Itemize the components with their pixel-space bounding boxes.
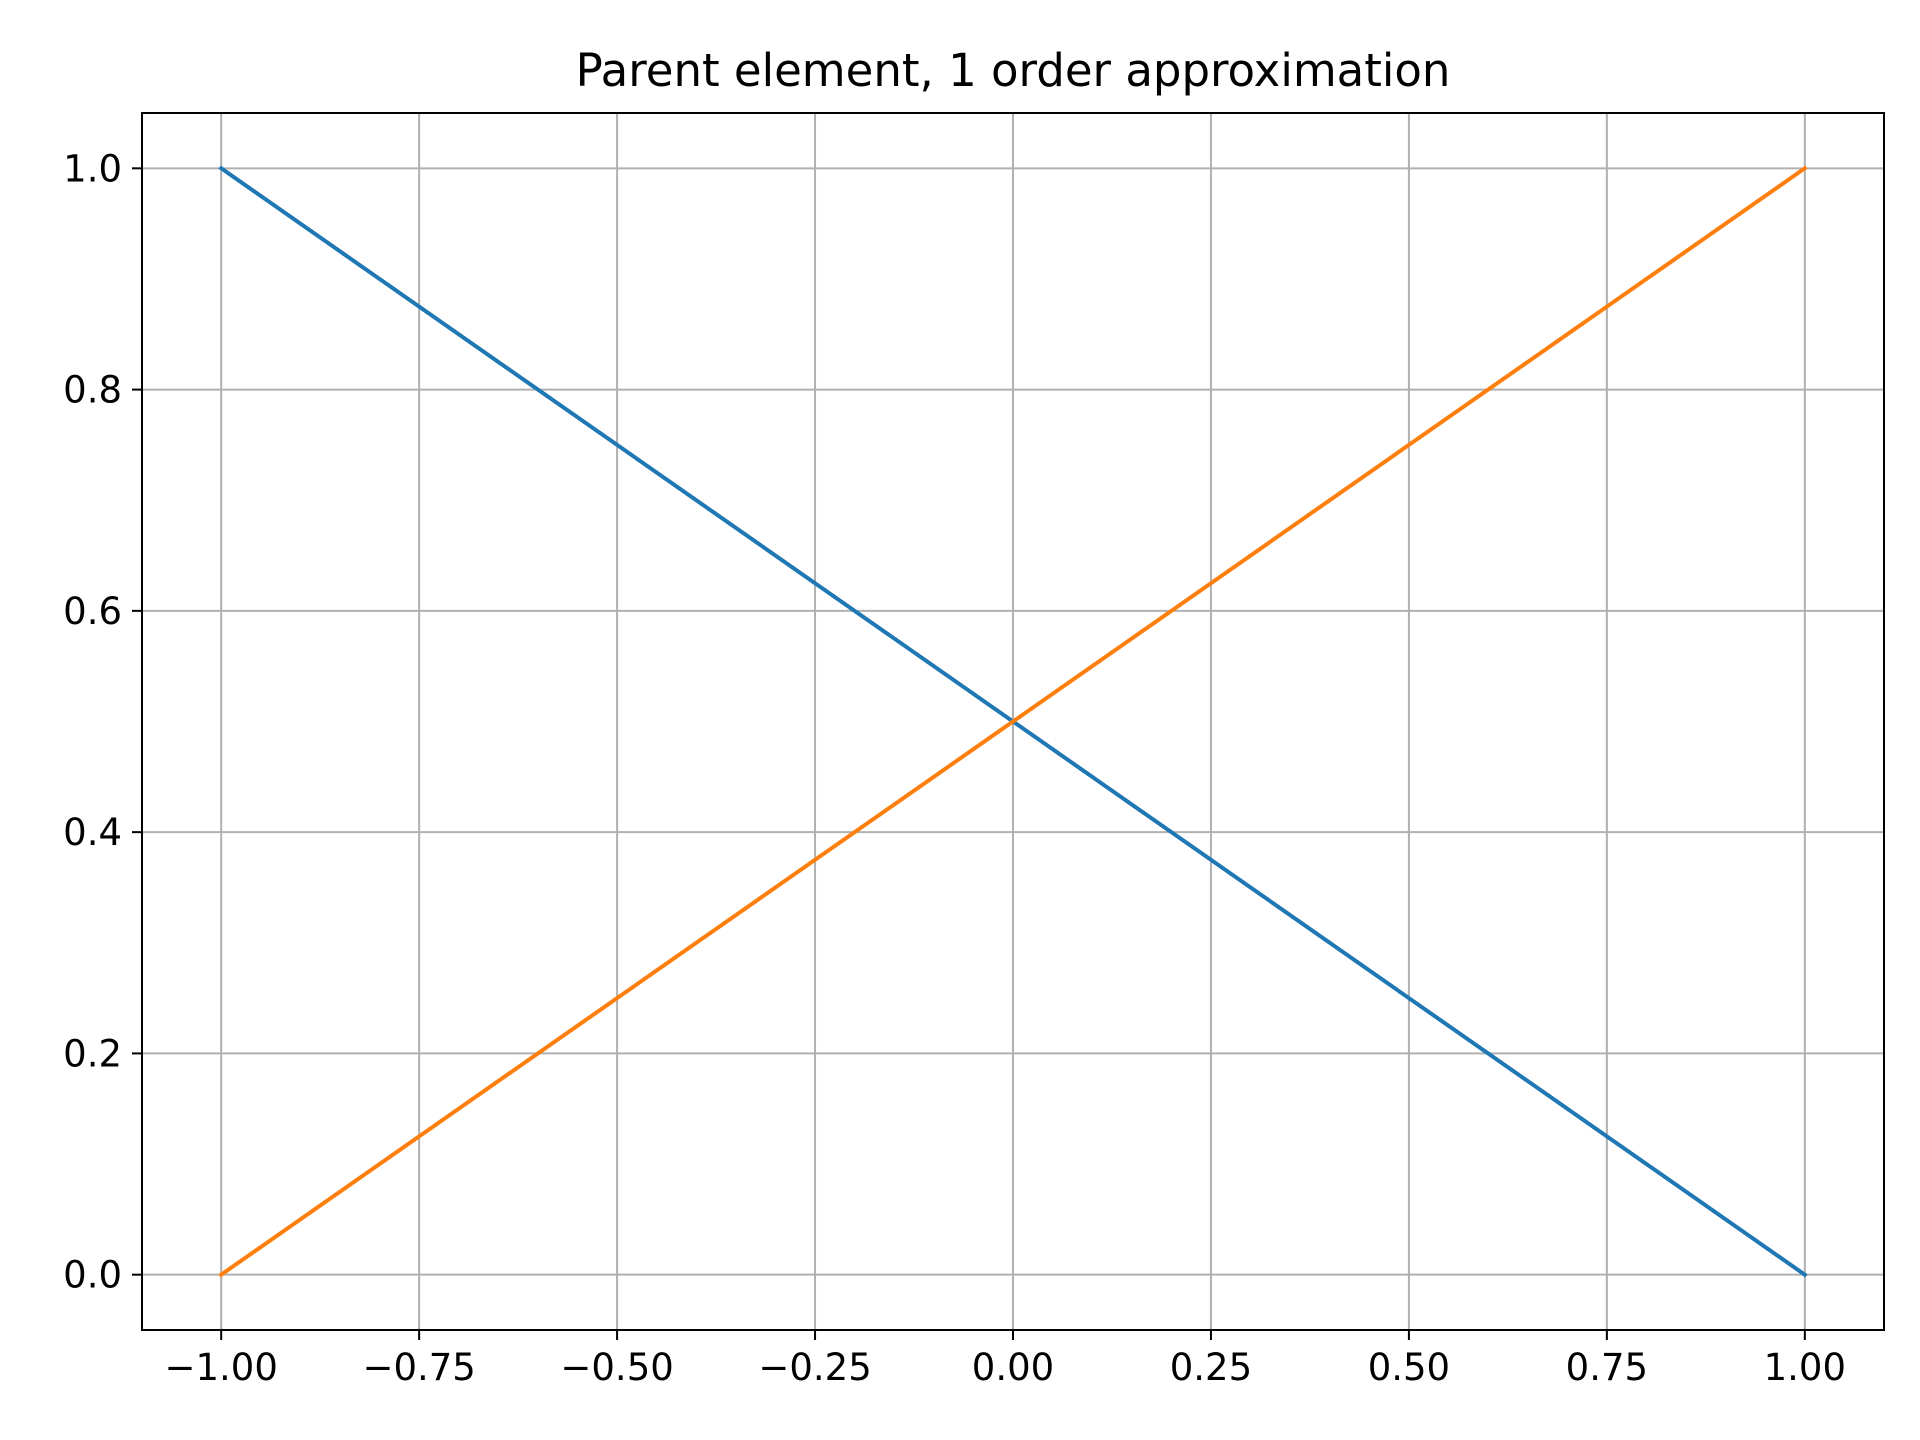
y-tick-label: 0.2: [63, 1032, 122, 1075]
y-tick-label: 0.6: [63, 590, 122, 633]
x-tick-label: −0.50: [560, 1346, 673, 1389]
grid: [142, 113, 1884, 1330]
plot-frame: [141, 112, 1885, 1331]
x-tick-label: 1.00: [1764, 1346, 1846, 1389]
x-tick-label: −1.00: [164, 1346, 277, 1389]
series-line-2: [218, 165, 1808, 1278]
ticks: −1.00 −0.75 −0.50 −0.25 0.00 0.25 0.50 0.75 1.00…: [63, 147, 1846, 1389]
x-tick-label: −0.75: [362, 1346, 475, 1389]
x-tick-label: 0.00: [972, 1346, 1054, 1389]
y-tick-label: 0.4: [63, 811, 122, 854]
x-tick-label: 0.25: [1170, 1346, 1252, 1389]
series-group: [218, 165, 1808, 1278]
y-tick-label: 0.0: [63, 1254, 122, 1297]
y-tick-label: 0.8: [63, 369, 122, 412]
x-tick-label: −0.25: [758, 1346, 871, 1389]
x-tick-label: 0.75: [1566, 1346, 1648, 1389]
y-tick-label: 1.0: [63, 147, 122, 190]
chart-title: Parent element, 1 order approximation: [576, 44, 1451, 97]
x-tick-label: 0.50: [1368, 1346, 1450, 1389]
